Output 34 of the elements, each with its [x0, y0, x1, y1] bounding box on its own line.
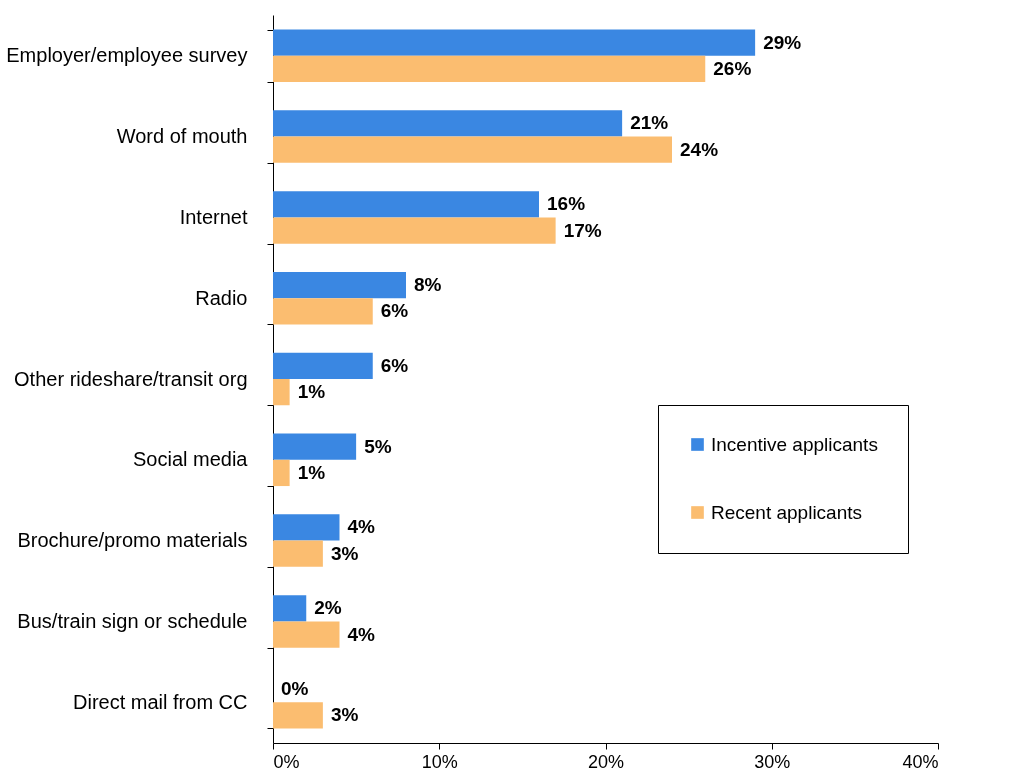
data-label: 4%: [347, 623, 376, 645]
x-tick-label: 20%: [587, 751, 625, 772]
y-tick-label: Word of mouth: [116, 125, 248, 148]
x-tick-label: 0%: [273, 751, 300, 772]
y-tick-label: Other rideshare/transit org: [14, 367, 248, 390]
data-label: 21%: [630, 112, 669, 134]
legend-label: Recent applicants: [711, 501, 863, 523]
data-label: 6%: [380, 354, 409, 376]
data-label: 6%: [380, 300, 409, 322]
x-tick-label: 30%: [754, 751, 791, 772]
y-tick-label: Direct mail from CC: [73, 690, 248, 713]
data-label: 16%: [547, 193, 586, 215]
y-tick-label: Brochure/promo materials: [17, 529, 248, 552]
data-label: 3%: [330, 542, 359, 564]
y-tick-label: Employer/employee survey: [6, 44, 248, 67]
data-label: 4%: [347, 516, 376, 538]
x-tick-label: 10%: [421, 751, 458, 772]
data-label: 26%: [713, 57, 752, 79]
data-label: 2%: [314, 597, 342, 619]
legend-label: Incentive applicants: [711, 433, 878, 455]
data-label: 5%: [364, 435, 392, 457]
x-tick-label: 40%: [902, 751, 939, 772]
data-label: 1%: [297, 381, 326, 403]
data-label: 17%: [563, 219, 602, 241]
y-tick-label: Radio: [195, 286, 248, 309]
data-label: 24%: [680, 138, 719, 160]
data-label: 1%: [297, 461, 326, 483]
data-label: 29%: [763, 31, 802, 53]
y-tick-label: Internet: [179, 205, 248, 228]
y-tick-label: Social media: [132, 448, 249, 471]
y-tick-label: Bus/train sign or schedule: [17, 609, 248, 632]
data-label: 3%: [330, 704, 359, 726]
data-label: 0%: [281, 678, 309, 700]
data-label: 8%: [414, 274, 442, 296]
